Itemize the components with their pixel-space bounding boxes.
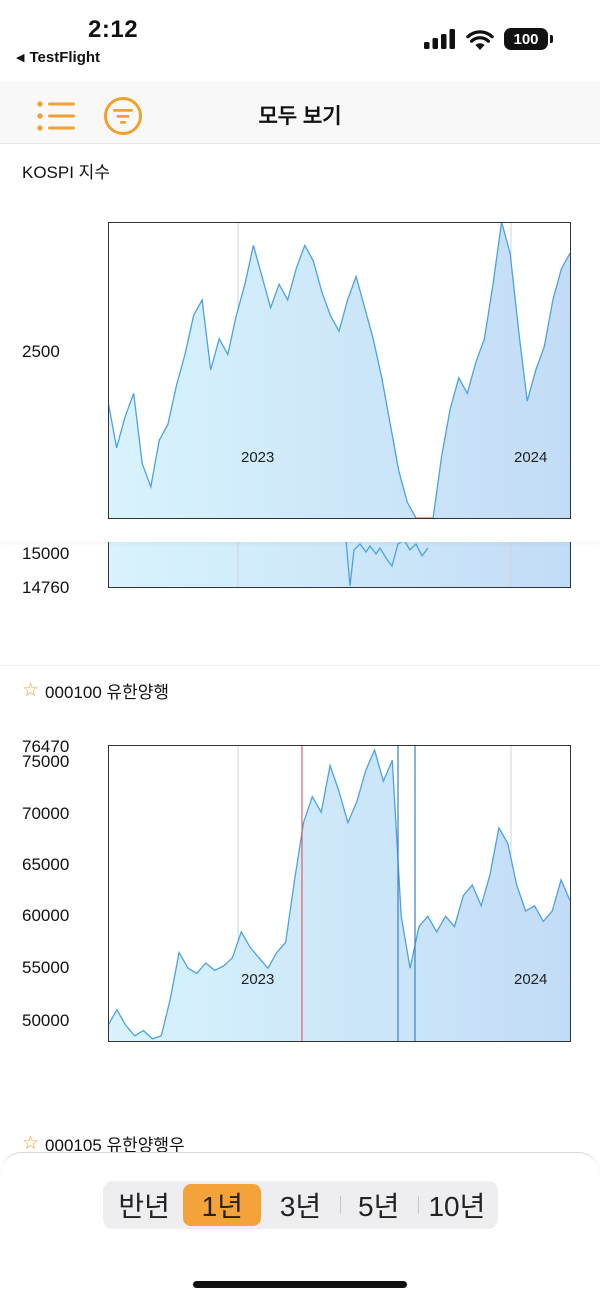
battery-icon: 100 (504, 28, 553, 50)
x-tick-label: 2024 (514, 971, 547, 988)
back-to-app-link[interactable]: ◀ TestFlight (16, 49, 100, 66)
y-tick-label: 60000 (22, 906, 70, 925)
filter-button[interactable] (103, 96, 143, 136)
x-tick-label: 2024 (514, 449, 547, 466)
list-icon (37, 101, 75, 131)
y-tick-label: 55000 (22, 958, 70, 977)
status-bar: 2:12 ◀ TestFlight 100 (0, 0, 600, 82)
star-icon[interactable]: ☆ (22, 680, 40, 701)
period-option-1-year[interactable]: 1년 (183, 1184, 262, 1226)
y-tick-label: 2500 (22, 342, 60, 361)
y-tick-label: 14760 (22, 578, 70, 597)
section-title-label: KOSPI 지수 (22, 163, 110, 182)
back-triangle-icon: ◀ (16, 52, 25, 64)
y-tick-label: 65000 (22, 855, 70, 874)
section-title-000100[interactable]: ☆ 000100 유한양행 (22, 678, 169, 703)
period-segmented-control: 반년 1년 3년 5년 10년 (103, 1181, 498, 1229)
page-title: 모두 보기 (258, 105, 342, 128)
period-option-3-year[interactable]: 3년 (279, 1191, 322, 1222)
filter-icon (104, 97, 142, 135)
y-tick-label: 75000 (22, 752, 70, 771)
kospi-chart[interactable]: 2023 2024 (108, 222, 571, 519)
section-title-kospi: KOSPI 지수 (22, 158, 110, 183)
period-option-half-year[interactable]: 반년 (118, 1191, 170, 1222)
stock-line (108, 747, 571, 1040)
x-tick-label: 2023 (241, 449, 274, 466)
section-title-label: 000100 유한양행 (45, 683, 170, 702)
status-icons: 100 (424, 28, 553, 50)
list-menu-button[interactable] (36, 96, 76, 136)
section-title-label: 000105 유한양행우 (45, 1136, 185, 1155)
home-indicator[interactable] (193, 1281, 407, 1288)
star-icon[interactable]: ☆ (22, 1133, 40, 1154)
y-tick-label: 50000 (22, 1011, 70, 1030)
status-time: 2:12 (88, 16, 139, 43)
wifi-icon (466, 29, 494, 50)
x-tick-label: 2023 (241, 971, 274, 988)
y-tick-label: 76470 (22, 737, 70, 756)
y-tick-label: 15000 (22, 544, 70, 563)
period-selector-panel: 반년 1년 3년 5년 10년 (0, 1152, 600, 1300)
period-option-10-year[interactable]: 10년 (417, 1184, 496, 1226)
stock-000100-chart[interactable]: 2023 2024 (108, 745, 571, 1042)
kospi-line (108, 222, 571, 519)
stock-area (108, 749, 570, 1041)
kospi-chart-card[interactable]: KOSPI 지수 2500 2023 2024 (0, 144, 600, 542)
y-tick-label: 70000 (22, 804, 70, 823)
partial-chart-line (345, 539, 429, 587)
back-app-label: TestFlight (29, 49, 101, 66)
kospi-area (108, 222, 570, 518)
navigation-bar: 모두 보기 (0, 82, 600, 144)
period-option-5-year[interactable]: 5년 (339, 1184, 418, 1226)
chart-frame (108, 222, 571, 519)
chart-frame (108, 745, 571, 1042)
cellular-signal-icon (424, 29, 455, 49)
section-title-000105[interactable]: ☆ 000105 유한양행우 (22, 1131, 185, 1156)
